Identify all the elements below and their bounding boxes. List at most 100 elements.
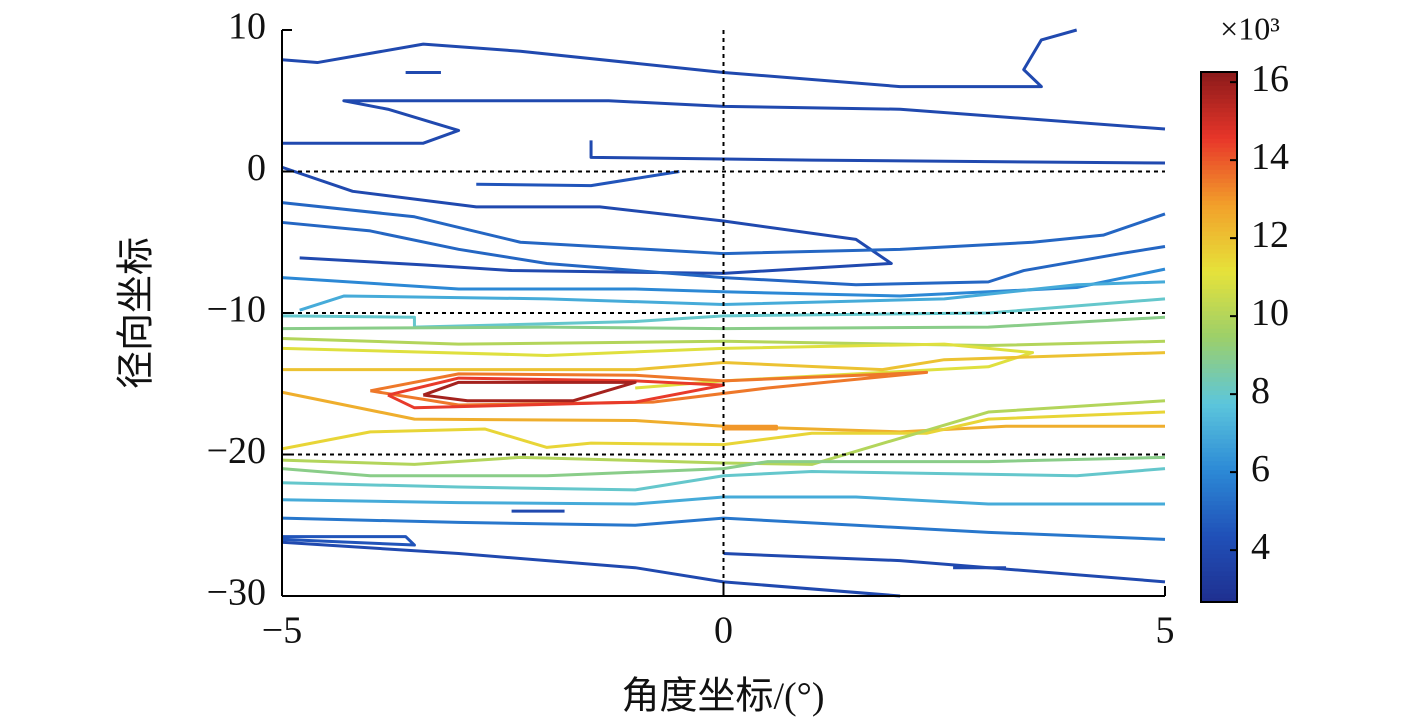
colorbar-segment bbox=[1201, 504, 1237, 510]
colorbar-segment bbox=[1201, 107, 1237, 113]
colorbar-tick-label: 16 bbox=[1251, 58, 1289, 100]
colorbar-segment bbox=[1201, 266, 1237, 272]
colorbar-tick-label: 12 bbox=[1251, 214, 1289, 256]
colorbar-segment bbox=[1201, 191, 1237, 197]
y-tick-label: −20 bbox=[207, 430, 266, 472]
colorbar-segment bbox=[1201, 138, 1237, 144]
colorbar-segment bbox=[1201, 222, 1237, 228]
colorbar-segment bbox=[1201, 359, 1237, 365]
contour-line bbox=[281, 28, 1078, 89]
contour-line bbox=[282, 99, 1166, 145]
x-tick-label: 0 bbox=[714, 610, 733, 652]
colorbar-segment bbox=[1201, 332, 1237, 338]
colorbar-segment bbox=[1201, 328, 1237, 334]
colorbar-tick-label: 4 bbox=[1251, 526, 1270, 568]
colorbar-segment bbox=[1201, 473, 1237, 479]
colorbar-segment bbox=[1201, 381, 1237, 387]
colorbar-segment bbox=[1201, 270, 1237, 276]
colorbar-segment bbox=[1201, 147, 1237, 153]
colorbar-segment bbox=[1201, 544, 1237, 550]
colorbar-segment bbox=[1201, 337, 1237, 343]
colorbar-segment bbox=[1201, 341, 1237, 347]
colorbar-segment bbox=[1201, 588, 1237, 594]
colorbar-label: ×10³ bbox=[1220, 10, 1280, 46]
colorbar-segment bbox=[1201, 173, 1237, 179]
x-tick-label: −5 bbox=[262, 610, 302, 652]
contour-line bbox=[281, 336, 1166, 348]
colorbar-segment bbox=[1201, 98, 1237, 104]
colorbar-segment bbox=[1201, 89, 1237, 95]
colorbar-segment bbox=[1201, 438, 1237, 444]
colorbar-segment bbox=[1201, 151, 1237, 157]
colorbar-segment bbox=[1201, 169, 1237, 175]
colorbar-segment bbox=[1201, 518, 1237, 524]
colorbar-segment bbox=[1201, 129, 1237, 135]
colorbar-segment bbox=[1201, 487, 1237, 493]
colorbar-segment bbox=[1201, 182, 1237, 188]
contour-line bbox=[723, 552, 1166, 584]
colorbar-segment bbox=[1201, 522, 1237, 528]
colorbar-segment bbox=[1201, 549, 1237, 555]
colorbar-segment bbox=[1201, 403, 1237, 409]
colorbar-segment bbox=[1201, 500, 1237, 506]
colorbar-segment bbox=[1201, 164, 1237, 170]
x-axis-label: 角度坐标/(°) bbox=[621, 676, 824, 718]
colorbar-segment bbox=[1201, 553, 1237, 559]
colorbar-segment bbox=[1201, 80, 1237, 86]
colorbar-segment bbox=[1201, 460, 1237, 466]
colorbar-segment bbox=[1201, 443, 1237, 449]
colorbar-segment bbox=[1201, 456, 1237, 462]
colorbar-segment bbox=[1201, 200, 1237, 206]
colorbar-segment bbox=[1201, 354, 1237, 360]
colorbar-segment bbox=[1201, 133, 1237, 139]
contour-line bbox=[281, 201, 1166, 256]
colorbar-segment bbox=[1201, 407, 1237, 413]
colorbar-segment bbox=[1201, 94, 1237, 100]
colorbar-segment bbox=[1201, 288, 1237, 294]
colorbar-segment bbox=[1201, 367, 1237, 373]
colorbar-segment bbox=[1201, 434, 1237, 440]
colorbar-segment bbox=[1201, 465, 1237, 471]
colorbar-segment bbox=[1201, 597, 1237, 603]
colorbar-segment bbox=[1201, 253, 1237, 259]
colorbar-segment bbox=[1201, 491, 1237, 497]
colorbar-segment bbox=[1201, 385, 1237, 391]
contour-line bbox=[722, 424, 778, 431]
colorbar-segment bbox=[1201, 297, 1237, 303]
colorbar-segment bbox=[1201, 102, 1237, 108]
colorbar-segment bbox=[1201, 231, 1237, 237]
colorbar-segment bbox=[1201, 394, 1237, 400]
colorbar-segment bbox=[1201, 319, 1237, 325]
colorbar-segment bbox=[1201, 575, 1237, 581]
colorbar-segment bbox=[1201, 593, 1237, 599]
colorbar-segment bbox=[1201, 120, 1237, 126]
colorbar-segment bbox=[1201, 571, 1237, 577]
colorbar-segment bbox=[1201, 226, 1237, 232]
colorbar-segment bbox=[1201, 390, 1237, 396]
colorbar-segment bbox=[1201, 345, 1237, 351]
colorbar-segment bbox=[1201, 429, 1237, 435]
colorbar-segment bbox=[1201, 85, 1237, 91]
colorbar-segment bbox=[1201, 235, 1237, 241]
colorbar-segment bbox=[1201, 579, 1237, 585]
colorbar-segment bbox=[1201, 306, 1237, 312]
y-tick-label: −30 bbox=[207, 572, 266, 614]
colorbar-segment bbox=[1201, 257, 1237, 263]
colorbar-segment bbox=[1201, 239, 1237, 245]
colorbar-segment bbox=[1201, 314, 1237, 320]
colorbar-segment bbox=[1201, 469, 1237, 475]
colorbar-segment bbox=[1201, 244, 1237, 250]
colorbar-segment bbox=[1201, 372, 1237, 378]
colorbar-segment bbox=[1201, 412, 1237, 418]
colorbar-tick-label: 14 bbox=[1251, 136, 1289, 178]
colorbar-segment bbox=[1201, 72, 1237, 78]
colorbar-segment bbox=[1201, 76, 1237, 82]
colorbar-segment bbox=[1201, 478, 1237, 484]
colorbar-segment bbox=[1201, 447, 1237, 453]
colorbar-segment bbox=[1201, 526, 1237, 532]
contour-line bbox=[281, 535, 416, 547]
colorbar-segment bbox=[1201, 376, 1237, 382]
colorbar-segment bbox=[1201, 279, 1237, 285]
colorbar-frame bbox=[1200, 71, 1238, 603]
